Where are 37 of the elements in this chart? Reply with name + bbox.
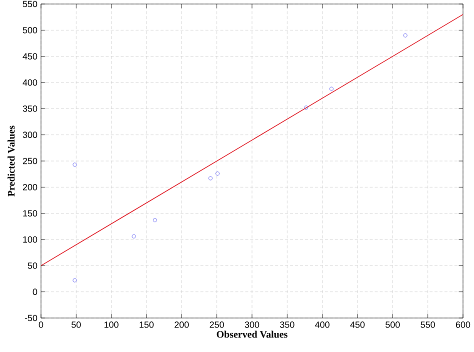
y-tick-label: 50: [28, 262, 38, 269]
y-tick-label: 500: [22, 26, 38, 34]
point: [329, 86, 334, 91]
y-tick-label: 250: [22, 158, 38, 164]
point: [403, 33, 408, 38]
x-tick-label: 0: [38, 322, 44, 328]
y-tick-label: 150: [23, 210, 38, 217]
x-tick-label: 600: [456, 322, 470, 328]
x-tick-label: 550: [420, 322, 435, 328]
y-tick-label: 200: [22, 184, 38, 190]
y-tick-label: 400: [22, 79, 38, 86]
y-tick-label: 450: [22, 53, 38, 60]
y-tick-label: 550: [22, 0, 38, 8]
point: [304, 106, 308, 110]
y-axis-title: Predicted Values: [8, 126, 15, 196]
y-tick-label: 100: [23, 236, 38, 243]
y-tick-label: -50: [24, 314, 38, 322]
x-tick-label: 50: [72, 322, 81, 328]
y-tick-label: 350: [22, 105, 38, 112]
point: [208, 176, 213, 180]
x-tick-label: 400: [315, 322, 330, 328]
x-tick-label: 300: [244, 322, 260, 328]
y-tick-label: 0: [32, 288, 38, 296]
x-tick-label: 150: [140, 322, 154, 328]
x-tick-label: 350: [280, 322, 294, 328]
point: [72, 162, 77, 167]
y-tick-label: 300: [22, 132, 38, 138]
point: [132, 234, 136, 238]
point: [72, 278, 77, 282]
point: [216, 172, 220, 176]
point: [152, 218, 157, 222]
x-axis-title: Observed Values: [216, 330, 288, 338]
x-tick-label: 250: [210, 322, 224, 328]
x-tick-label: 450: [350, 322, 365, 328]
x-tick-label: 100: [104, 322, 118, 328]
x-tick-label: 500: [386, 322, 400, 328]
x-tick-label: 200: [174, 322, 189, 328]
